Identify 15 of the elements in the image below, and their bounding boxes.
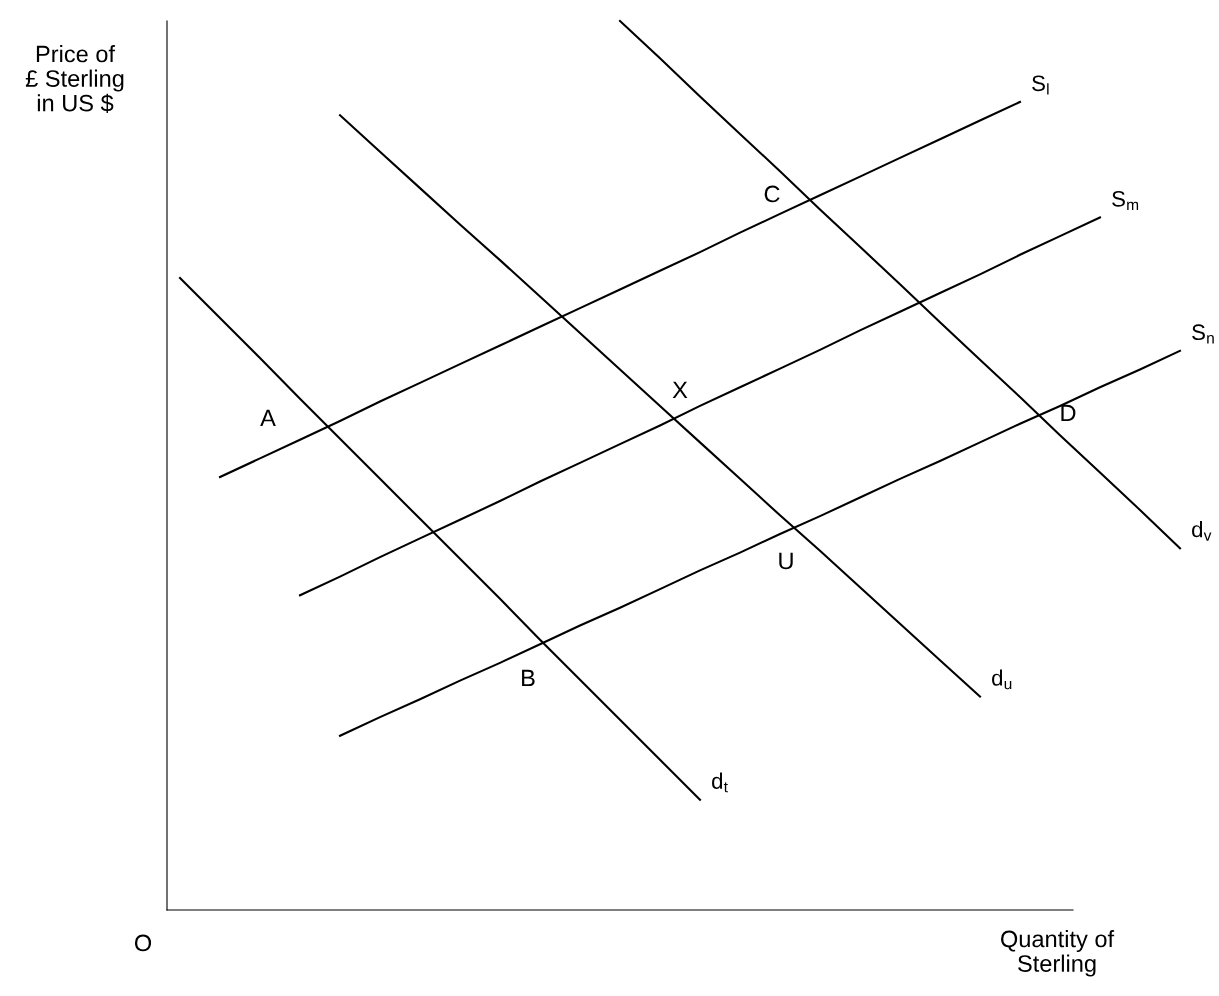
y-axis-title: Price of £ Sterling in US $ — [25, 45, 124, 113]
series-label: S$_{n}$ — [1192, 324, 1214, 344]
series-label: S$_{l}$ — [1032, 75, 1049, 95]
annotation: D — [1061, 404, 1076, 422]
series-label: d$_{t}$ — [712, 772, 728, 793]
x-axis-title: Quantity of Sterling — [1001, 930, 1115, 977]
annotation: U — [779, 552, 793, 570]
annotation: B — [522, 669, 535, 687]
text: O — [134, 934, 152, 952]
series-label: d$_{u}$ — [992, 669, 1012, 690]
annotation: A — [260, 409, 276, 427]
annotation: X — [672, 381, 688, 399]
annotation: C — [764, 185, 780, 203]
series-label: S$_{m}$ — [1112, 190, 1139, 211]
series-label: d$_{v}$ — [1192, 521, 1212, 541]
